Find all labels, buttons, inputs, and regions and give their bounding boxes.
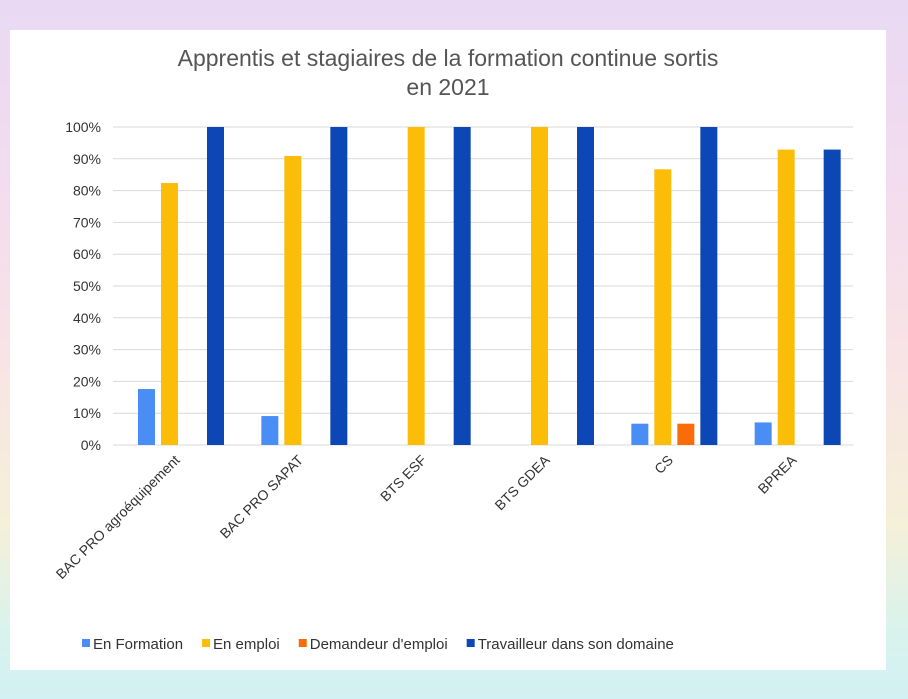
bar-en-emploi — [407, 127, 425, 445]
bar-travailleur-dans-son-domaine — [453, 127, 471, 445]
bar-travailleur-dans-son-domaine — [330, 127, 348, 445]
chart-card: Apprentis et stagiaires de la formation … — [10, 30, 886, 670]
x-tick-label: CS — [651, 452, 676, 477]
y-tick-label: 100% — [65, 119, 101, 135]
x-tick-label: BAC PRO agroéquipement — [53, 452, 183, 582]
x-tick-label: BPREA — [755, 451, 800, 496]
y-tick-label: 0% — [81, 437, 101, 453]
legend-swatch — [82, 639, 90, 647]
legend-swatch — [298, 639, 307, 647]
x-tick-label: BTS GDEA — [491, 451, 553, 513]
x-tick-label: BTS ESF — [377, 452, 430, 505]
legend-label: Demandeur d'emploi — [310, 636, 448, 653]
bar-travailleur-dans-son-domaine — [577, 127, 594, 445]
bar-en-formation — [138, 389, 155, 445]
legend-swatch — [466, 639, 475, 647]
y-tick-label: 50% — [73, 278, 101, 294]
y-tick-label: 80% — [73, 183, 101, 199]
bar-en-formation — [631, 423, 649, 445]
bar-en-emploi — [531, 127, 548, 445]
bar-demandeur-d-emploi — [677, 423, 695, 445]
chart-title: Apprentis et stagiaires de la formation … — [178, 45, 719, 71]
bar-travailleur-dans-son-domaine — [700, 127, 718, 445]
bar-travailleur-dans-son-domaine — [207, 127, 224, 445]
y-tick-label: 40% — [73, 310, 101, 326]
y-tick-label: 30% — [73, 342, 101, 358]
bar-en-formation — [754, 422, 772, 445]
bar-travailleur-dans-son-domaine — [823, 149, 841, 445]
bar-en-emploi — [654, 169, 672, 445]
chart-title: en 2021 — [406, 74, 489, 100]
legend-label: En emploi — [213, 636, 280, 653]
y-tick-label: 10% — [73, 405, 101, 421]
y-tick-label: 90% — [73, 151, 101, 167]
bar-en-emploi — [777, 149, 795, 445]
y-tick-label: 20% — [73, 373, 101, 389]
bar-en-emploi — [284, 155, 302, 446]
legend-swatch — [202, 639, 211, 647]
bar-en-formation — [261, 416, 279, 445]
legend-label: En Formation — [93, 636, 183, 653]
y-tick-label: 70% — [73, 214, 101, 230]
legend-label: Travailleur dans son domaine — [478, 636, 674, 653]
bar-en-emploi — [161, 182, 178, 445]
bar-chart: Apprentis et stagiaires de la formation … — [53, 45, 853, 653]
y-tick-label: 60% — [73, 246, 101, 262]
x-tick-label: BAC PRO SAPAT — [217, 451, 307, 541]
